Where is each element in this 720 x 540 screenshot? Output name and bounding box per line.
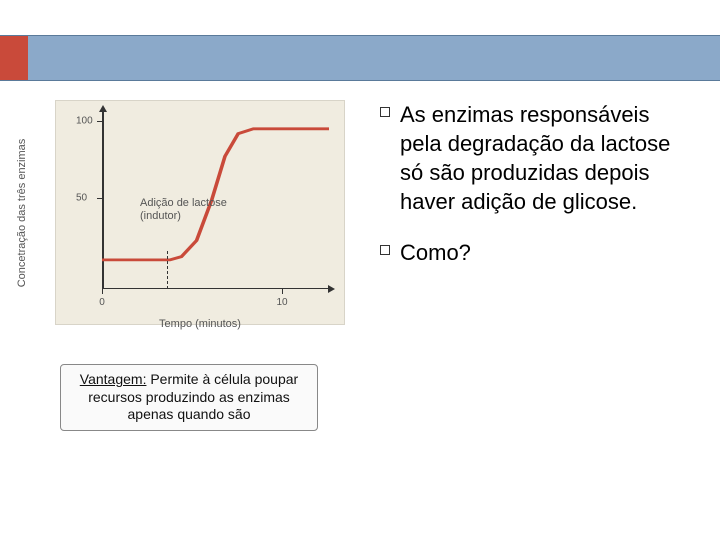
bullet-list: As enzimas responsáveis pela degradação … xyxy=(380,100,680,289)
bullet-text: As enzimas responsáveis pela degradação … xyxy=(400,100,680,216)
xtick-label: 0 xyxy=(99,297,105,308)
xtick-label: 10 xyxy=(276,297,287,308)
vantagem-label: Vantagem: xyxy=(80,371,147,387)
ytick-label: 50 xyxy=(76,193,87,204)
bullet-item: Como? xyxy=(380,238,680,267)
bullet-marker-icon xyxy=(380,107,390,117)
xtick xyxy=(282,289,283,294)
bullet-item: As enzimas responsáveis pela degradação … xyxy=(380,100,680,216)
annotation-line2: (indutor) xyxy=(140,210,227,223)
chart-dashed-line xyxy=(167,251,168,289)
slide: Concetração das três enzimas 50 100 0 10… xyxy=(0,0,720,540)
header-accent xyxy=(0,36,28,80)
chart: Concetração das três enzimas 50 100 0 10… xyxy=(55,100,345,325)
chart-ylabel: Concetração das três enzimas xyxy=(16,138,28,287)
vantagem-box: Vantagem: Permite à célula poupar recurs… xyxy=(60,364,318,431)
header-divider-bottom xyxy=(0,80,720,81)
bullet-text: Como? xyxy=(400,238,471,267)
xtick xyxy=(102,289,103,294)
bullet-marker-icon xyxy=(380,245,390,255)
chart-xlabel: Tempo (minutos) xyxy=(159,318,241,330)
header-bar xyxy=(0,36,720,80)
annotation-line1: Adição de lactose xyxy=(140,197,227,210)
ytick-label: 100 xyxy=(76,116,93,127)
chart-annotation: Adição de lactose (indutor) xyxy=(140,197,227,223)
